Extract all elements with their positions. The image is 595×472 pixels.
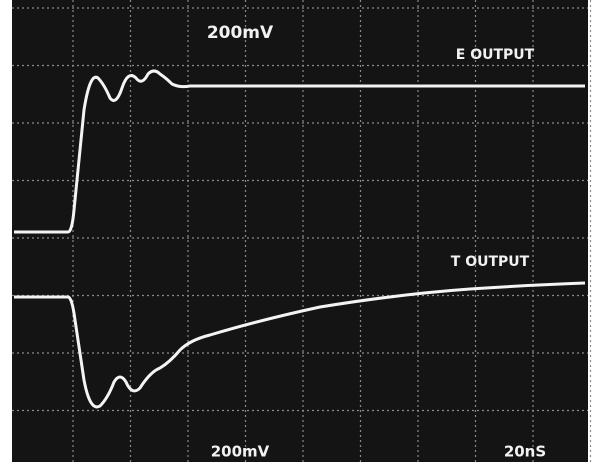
time-scale-label: 20nS xyxy=(504,443,546,461)
bottom-scale-label: 200mV xyxy=(211,443,270,461)
e-output-label: E OUTPUT xyxy=(456,47,535,63)
display xyxy=(12,0,588,462)
oscilloscope-screen: 200mV E OUTPUT T OUTPUT 200mV 20nS xyxy=(0,0,595,472)
t-output-label: T OUTPUT xyxy=(451,254,530,270)
page: 200mV E OUTPUT T OUTPUT 200mV 20nS (() =… xyxy=(0,0,595,472)
top-scale-label: 200mV xyxy=(207,23,274,43)
